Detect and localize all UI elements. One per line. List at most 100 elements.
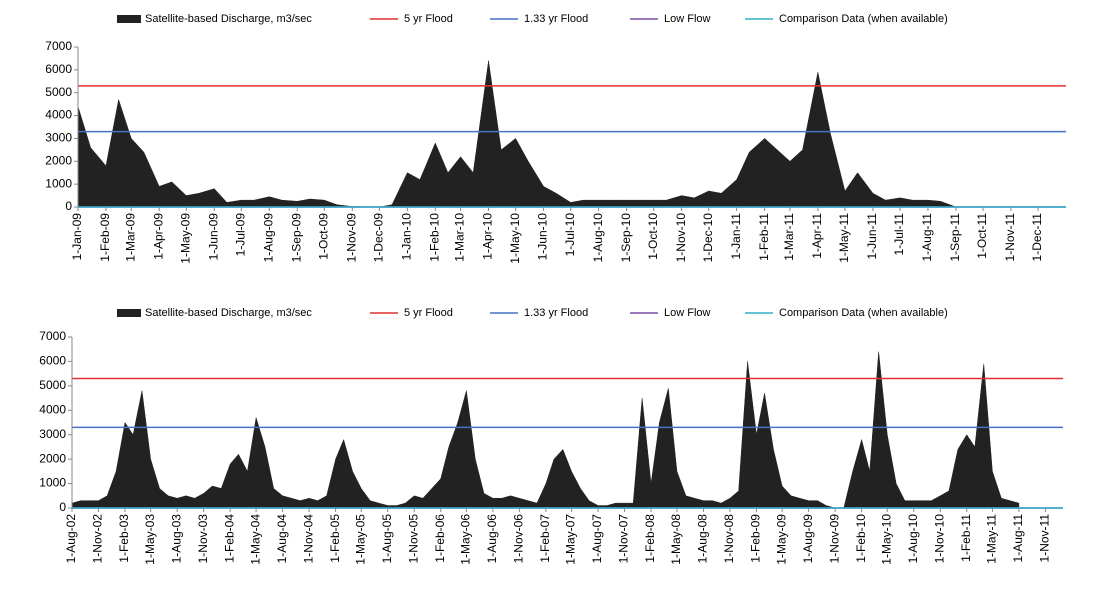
x-tick-label: 1-Jun-10	[536, 213, 550, 261]
x-tick-label: 1-Nov-04	[301, 514, 315, 564]
y-tick-label: 2000	[39, 451, 66, 465]
x-tick-label: 1-Dec-11	[1030, 213, 1044, 262]
y-tick-label: 0	[59, 500, 66, 514]
x-tick-label: 1-Nov-09	[827, 514, 841, 564]
legend-swatch	[117, 309, 141, 317]
x-tick-label: 1-Jun-11	[865, 213, 879, 260]
x-tick-label: 1-Dec-10	[701, 213, 715, 263]
legend-label: 1.33 yr Flood	[524, 13, 588, 25]
legend-label: 5 yr Flood	[404, 307, 453, 319]
x-tick-label: 1-May-11	[837, 213, 851, 263]
x-tick-label: 1-Feb-09	[749, 514, 763, 563]
legend-label: Satellite-based Discharge, m3/sec	[145, 13, 312, 25]
x-tick-label: 1-Feb-05	[328, 514, 342, 563]
x-tick-label: 1-Apr-10	[481, 213, 495, 260]
x-tick-label: 1-Aug-08	[696, 514, 710, 564]
x-tick-label: 1-Oct-09	[316, 213, 330, 260]
x-tick-label: 1-Feb-11	[959, 514, 973, 562]
y-tick-label: 5000	[45, 85, 72, 99]
x-tick-label: 1-Aug-05	[380, 514, 394, 564]
x-tick-label: 1-May-07	[564, 514, 578, 565]
x-tick-label: 1-Nov-03	[196, 514, 210, 564]
x-tick-label: 1-Aug-04	[275, 514, 289, 564]
x-tick-label: 1-Nov-06	[512, 514, 526, 564]
y-tick-label: 0	[65, 199, 72, 213]
x-tick-label: 1-Aug-07	[590, 514, 604, 564]
x-tick-label: 1-Mar-10	[453, 213, 467, 262]
legend-swatch	[117, 15, 141, 23]
y-tick-label: 6000	[45, 62, 72, 76]
x-tick-label: 1-Nov-10	[932, 514, 946, 564]
x-tick-label: 1-Jun-09	[206, 213, 220, 261]
x-tick-label: 1-Jul-10	[563, 213, 577, 257]
x-tick-label: 1-Aug-09	[801, 514, 815, 564]
x-tick-label: 1-Nov-08	[722, 514, 736, 564]
legend-label: Comparison Data (when available)	[779, 307, 948, 319]
x-tick-label: 1-Mar-09	[123, 213, 137, 262]
x-tick-label: 1-May-10	[879, 514, 893, 565]
y-tick-label: 7000	[39, 329, 66, 343]
legend-label: Low Flow	[664, 307, 711, 319]
x-tick-label: 1-May-03	[143, 514, 157, 565]
x-tick-label: 1-May-09	[178, 213, 192, 264]
discharge-area	[77, 60, 957, 208]
x-tick-label: 1-Nov-11	[1038, 514, 1052, 563]
x-tick-label: 1-May-05	[353, 514, 367, 565]
x-tick-label: 1-Aug-03	[169, 514, 183, 564]
x-tick-label: 1-Aug-09	[261, 213, 275, 263]
x-tick-label: 1-Feb-09	[98, 213, 112, 262]
x-tick-label: 1-Nov-09	[344, 213, 358, 263]
legend-label: Satellite-based Discharge, m3/sec	[145, 307, 312, 319]
x-tick-label: 1-Feb-03	[117, 514, 131, 563]
y-tick-label: 6000	[39, 354, 66, 368]
x-tick-label: 1-Nov-02	[91, 514, 105, 564]
x-tick-label: 1-Aug-10	[906, 514, 920, 564]
x-tick-label: 1-Feb-10	[854, 514, 868, 563]
legend-label: Comparison Data (when available)	[779, 13, 948, 25]
x-tick-label: 1-Feb-06	[433, 514, 447, 563]
y-tick-label: 7000	[45, 39, 72, 53]
y-tick-label: 5000	[39, 378, 66, 392]
x-tick-label: 1-Nov-07	[617, 514, 631, 564]
x-tick-label: 1-Nov-11	[1003, 213, 1017, 262]
y-tick-label: 1000	[45, 176, 72, 190]
x-tick-label: 1-Feb-04	[222, 514, 236, 563]
x-tick-label: 1-May-10	[508, 213, 522, 264]
x-tick-label: 1-May-09	[774, 514, 788, 565]
x-tick-label: 1-Sep-09	[289, 213, 303, 263]
x-tick-label: 1-Sep-10	[619, 213, 633, 263]
x-tick-label: 1-Feb-08	[643, 514, 657, 563]
x-tick-label: 1-Aug-11	[920, 213, 934, 262]
x-tick-label: 1-Feb-07	[538, 514, 552, 563]
x-tick-label: 1-May-11	[985, 514, 999, 564]
x-tick-label: 1-Jan-11	[729, 213, 743, 260]
x-tick-label: 1-Aug-10	[591, 213, 605, 263]
x-tick-label: 1-Jul-11	[892, 213, 906, 256]
discharge-area	[71, 351, 1020, 509]
y-tick-label: 1000	[39, 476, 66, 490]
legend-label: 1.33 yr Flood	[524, 307, 588, 319]
y-tick-label: 4000	[39, 402, 66, 416]
x-tick-label: 1-Apr-09	[151, 213, 165, 260]
x-tick-label: 1-Aug-11	[1011, 514, 1025, 563]
y-tick-label: 3000	[45, 131, 72, 145]
x-tick-label: 1-Feb-11	[757, 213, 771, 261]
x-tick-label: 1-Nov-05	[406, 514, 420, 564]
x-tick-label: 1-Nov-10	[674, 213, 688, 263]
x-tick-label: 1-May-04	[248, 514, 262, 565]
x-tick-label: 1-Sep-11	[948, 213, 962, 262]
x-tick-label: 1-Mar-11	[782, 213, 796, 261]
x-tick-label: 1-Dec-09	[372, 213, 386, 263]
legend-label: 5 yr Flood	[404, 13, 453, 25]
x-tick-label: 1-Aug-02	[64, 514, 78, 564]
y-tick-label: 4000	[45, 108, 72, 122]
legend-label: Low Flow	[664, 13, 711, 25]
x-tick-label: 1-Jan-09	[70, 213, 84, 261]
x-tick-label: 1-May-06	[459, 514, 473, 565]
x-tick-label: 1-Aug-06	[485, 514, 499, 564]
x-tick-label: 1-Jul-09	[233, 213, 247, 257]
x-tick-label: 1-Jan-10	[400, 213, 414, 261]
y-tick-label: 2000	[45, 153, 72, 167]
x-tick-label: 1-Feb-10	[427, 213, 441, 262]
